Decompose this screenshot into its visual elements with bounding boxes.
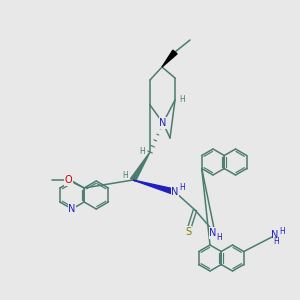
- Text: N: N: [209, 228, 217, 238]
- Polygon shape: [130, 152, 150, 182]
- Text: H: H: [279, 227, 285, 236]
- Polygon shape: [133, 180, 176, 195]
- Polygon shape: [162, 50, 177, 67]
- Text: N: N: [171, 187, 179, 197]
- Text: H: H: [179, 95, 185, 104]
- Text: S: S: [185, 227, 191, 237]
- Text: H: H: [273, 236, 279, 245]
- Text: N: N: [271, 230, 279, 240]
- Text: N: N: [159, 118, 167, 128]
- Text: N: N: [68, 204, 76, 214]
- Text: H: H: [216, 233, 222, 242]
- Text: O: O: [64, 175, 72, 185]
- Text: H: H: [179, 184, 185, 193]
- Text: H: H: [122, 170, 128, 179]
- Text: H: H: [139, 148, 145, 157]
